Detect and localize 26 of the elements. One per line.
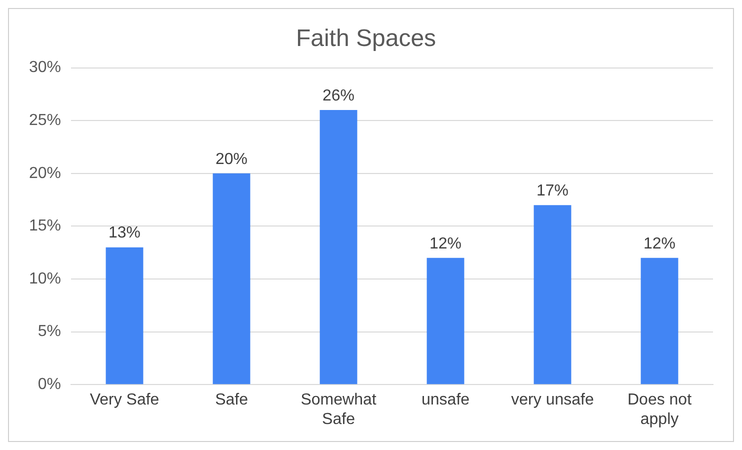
x-tick-label: Somewhat Safe <box>300 392 377 428</box>
bar <box>640 258 678 384</box>
bar <box>212 173 250 384</box>
y-tick-label: 20% <box>28 164 62 182</box>
chart-title: Faith Spaces <box>296 25 436 52</box>
y-tick-label: 5% <box>38 323 62 340</box>
data-label: 13% <box>108 224 141 242</box>
x-tick-label: unsafe <box>421 392 470 409</box>
y-tick-label: 25% <box>28 112 62 130</box>
x-tick-label: Very Safe <box>90 392 160 409</box>
y-tick-label: 10% <box>28 270 62 288</box>
x-tick-label: Safe <box>215 392 248 409</box>
x-tick-label: very unsafe <box>511 392 594 409</box>
x-tick-label: Does not apply <box>627 392 692 428</box>
bar <box>534 205 572 384</box>
y-tick-label: 30% <box>28 59 62 76</box>
bar <box>106 247 144 384</box>
data-label: 12% <box>429 235 462 252</box>
y-tick-label: 0% <box>38 376 62 394</box>
bar <box>426 258 464 384</box>
bar <box>320 110 358 384</box>
data-label: 17% <box>536 182 569 200</box>
data-label: 20% <box>216 150 248 168</box>
data-label: 12% <box>643 235 676 252</box>
y-tick-label: 15% <box>28 218 62 235</box>
data-label: 26% <box>322 87 355 104</box>
